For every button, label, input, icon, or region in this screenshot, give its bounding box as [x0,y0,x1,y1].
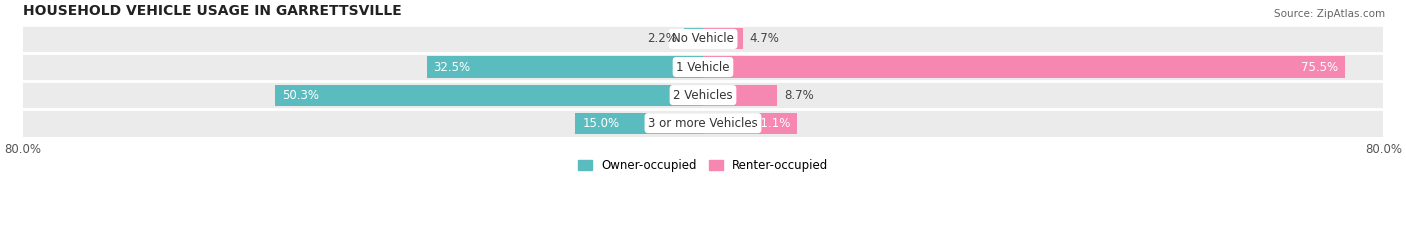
Bar [22,109,1384,137]
Text: HOUSEHOLD VEHICLE USAGE IN GARRETTSVILLE: HOUSEHOLD VEHICLE USAGE IN GARRETTSVILLE [22,4,402,18]
Text: 75.5%: 75.5% [1301,61,1339,74]
Legend: Owner-occupied, Renter-occupied: Owner-occupied, Renter-occupied [572,154,834,176]
Text: 4.7%: 4.7% [749,32,780,45]
Text: 2 Vehicles: 2 Vehicles [673,89,733,102]
Text: 11.1%: 11.1% [754,117,790,130]
Bar [685,28,703,49]
Bar [276,85,703,106]
Bar [22,53,1384,81]
Bar [426,56,703,78]
Bar [22,25,1384,53]
Bar [22,81,1384,109]
Text: 1 Vehicle: 1 Vehicle [676,61,730,74]
Text: 8.7%: 8.7% [783,89,814,102]
Bar [703,85,778,106]
Text: 32.5%: 32.5% [433,61,471,74]
Text: 15.0%: 15.0% [582,117,620,130]
Bar [703,28,742,49]
Bar [703,113,797,134]
Text: No Vehicle: No Vehicle [672,32,734,45]
Text: 3 or more Vehicles: 3 or more Vehicles [648,117,758,130]
Text: 50.3%: 50.3% [283,89,319,102]
Text: 2.2%: 2.2% [648,32,678,45]
Text: Source: ZipAtlas.com: Source: ZipAtlas.com [1274,9,1385,19]
Bar [575,113,703,134]
Bar [703,56,1346,78]
